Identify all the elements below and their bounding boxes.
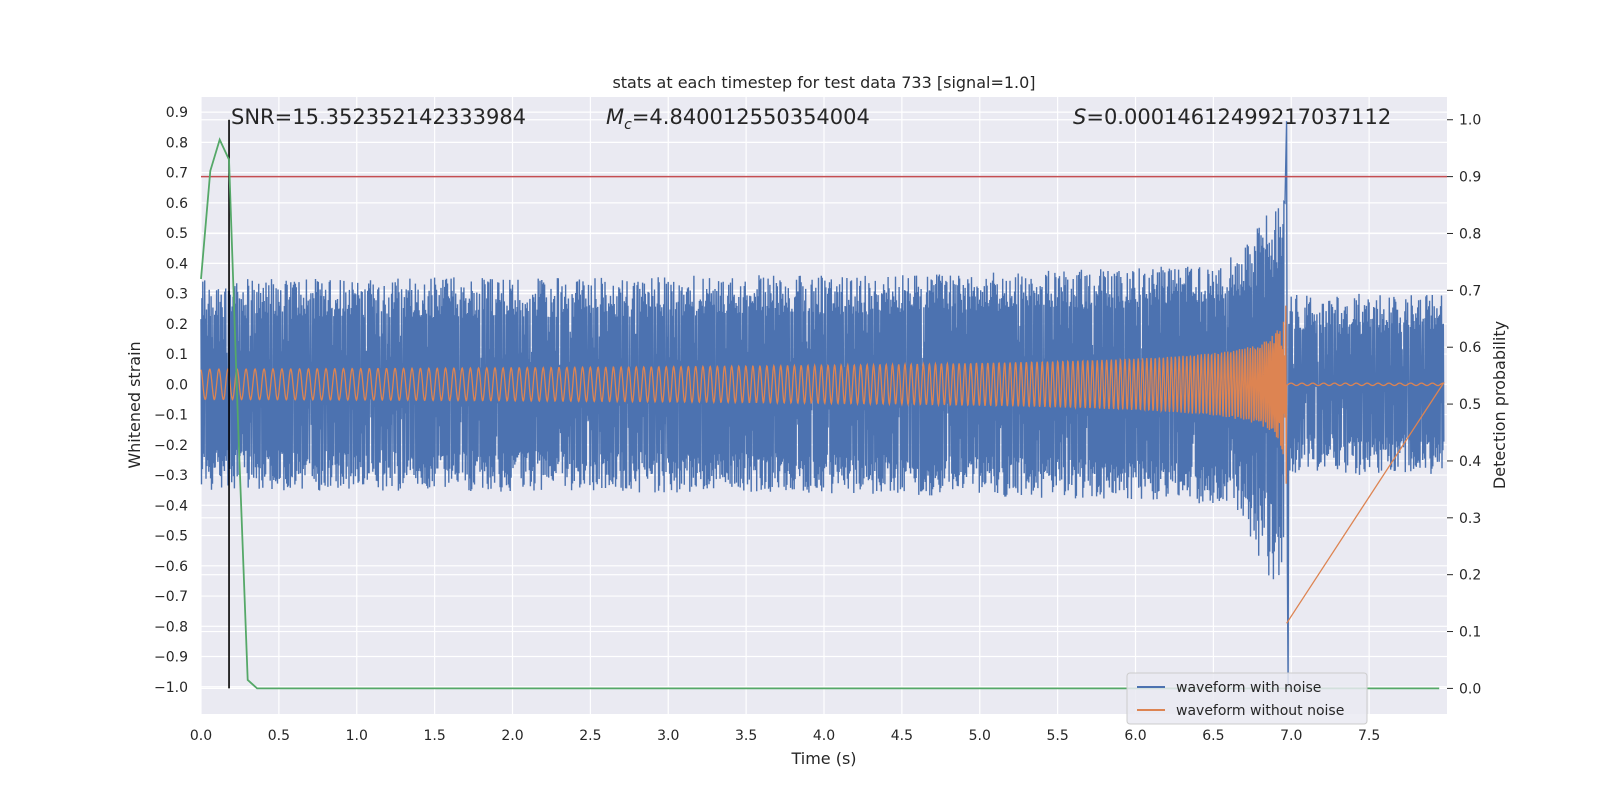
y-tick-label: −0.4: [154, 498, 188, 514]
x-tick-label: 3.0: [657, 728, 679, 744]
legend: waveform with noise waveform without noi…: [1126, 672, 1368, 725]
chirp-mass-symbol: M: [606, 105, 624, 129]
series-line-detection-probability: [200, 137, 1440, 690]
x-tick-label: 5.5: [1046, 728, 1068, 744]
y-tick-label: −1.0: [154, 680, 188, 696]
x-tick-label: 6.5: [1202, 728, 1224, 744]
y2-tick-label: 0.9: [1459, 170, 1481, 186]
y-tick-label: 0.9: [166, 105, 188, 121]
series-line-waveform-with-noise: [200, 121, 1445, 687]
y-tick-label: 0.5: [166, 226, 188, 242]
y-tick-label: 0.8: [166, 135, 188, 151]
legend-label-clean: waveform without noise: [1176, 703, 1344, 719]
y2-tick-label: 0.6: [1459, 340, 1481, 356]
y-tick-label: 0.1: [166, 347, 188, 363]
y-axis-ticks: 0.9 0.8 0.7 0.6 0.5 0.4 0.3 0.2 0.1 0.0 −0.1 −0.2 −0…: [154, 105, 188, 696]
y2-axis-ticks: 1.0 0.9 0.8 0.7 0.6 0.5 0.4 0.3 0.2 0.1 0.0: [1447, 113, 1481, 697]
y2-tick-label: 0.7: [1459, 283, 1481, 299]
y-tick-label: −0.7: [154, 589, 188, 605]
snr-annotation: SNR=15.352352142333984: [231, 105, 526, 129]
y-tick-label: −0.2: [154, 438, 188, 454]
legend-label-noise: waveform with noise: [1176, 680, 1321, 696]
x-tick-label: 4.5: [891, 728, 913, 744]
x-tick-label: 0.5: [268, 728, 290, 744]
x-axis-ticks: 0.0 0.5 1.0 1.5 2.0 2.5 3.0 3.5 4.0 4.5 5.0 5.5 6.0 6…: [190, 728, 1380, 744]
legend-box: [1126, 672, 1368, 725]
y2-tick-label: 0.5: [1459, 397, 1481, 413]
y2-tick-label: 1.0: [1459, 113, 1481, 129]
y-tick-label: 0.2: [166, 317, 188, 333]
y-tick-label: 0.7: [166, 166, 188, 182]
x-tick-label: 1.0: [346, 728, 368, 744]
y-tick-label: 0.6: [166, 196, 188, 212]
x-tick-label: 2.5: [579, 728, 601, 744]
s-symbol: S: [1073, 105, 1086, 129]
x-tick-label: 3.5: [735, 728, 757, 744]
y2-tick-label: 0.3: [1459, 511, 1481, 527]
y-tick-label: −0.6: [154, 559, 188, 575]
x-tick-label: 7.5: [1358, 728, 1380, 744]
y2-tick-label: 0.0: [1459, 681, 1481, 697]
y-tick-label: −0.9: [154, 650, 188, 666]
series-line-waveform-without-noise: [200, 305, 1445, 624]
x-tick-label: 6.0: [1124, 728, 1146, 744]
y2-axis-label: Detection probability: [1490, 321, 1509, 489]
y2-tick-label: 0.1: [1459, 625, 1481, 641]
s-annotation: S=0.00014612499217037112: [1073, 105, 1391, 129]
data-layer: [200, 119, 1447, 690]
y-axis-label: Whitened strain: [125, 341, 144, 468]
y2-tick-label: 0.4: [1459, 454, 1481, 470]
y-tick-label: 0.3: [166, 287, 188, 303]
x-tick-label: 4.0: [813, 728, 835, 744]
x-tick-label: 7.0: [1280, 728, 1302, 744]
chirp-mass-subscript: c: [624, 117, 632, 133]
chirp-mass-value: =4.840012550354004: [632, 105, 870, 129]
x-tick-label: 2.0: [501, 728, 523, 744]
y2-tick-label: 0.2: [1459, 568, 1481, 584]
y2-tick-label: 0.8: [1459, 226, 1481, 242]
y-tick-label: −0.5: [154, 529, 188, 545]
chirp-mass-annotation: Mc=4.840012550354004: [606, 105, 870, 133]
y-tick-label: 0.4: [166, 256, 188, 272]
y-tick-label: −0.1: [154, 408, 188, 424]
x-tick-label: 1.5: [423, 728, 445, 744]
x-tick-label: 5.0: [969, 728, 991, 744]
s-value: =0.00014612499217037112: [1086, 105, 1391, 129]
chart-title: stats at each timestep for test data 733…: [612, 73, 1035, 92]
x-axis-label: Time (s): [790, 749, 856, 768]
x-tick-label: 0.0: [190, 728, 212, 744]
y-tick-label: −0.8: [154, 619, 188, 635]
y-tick-label: 0.0: [166, 377, 188, 393]
y-tick-label: −0.3: [154, 468, 188, 484]
